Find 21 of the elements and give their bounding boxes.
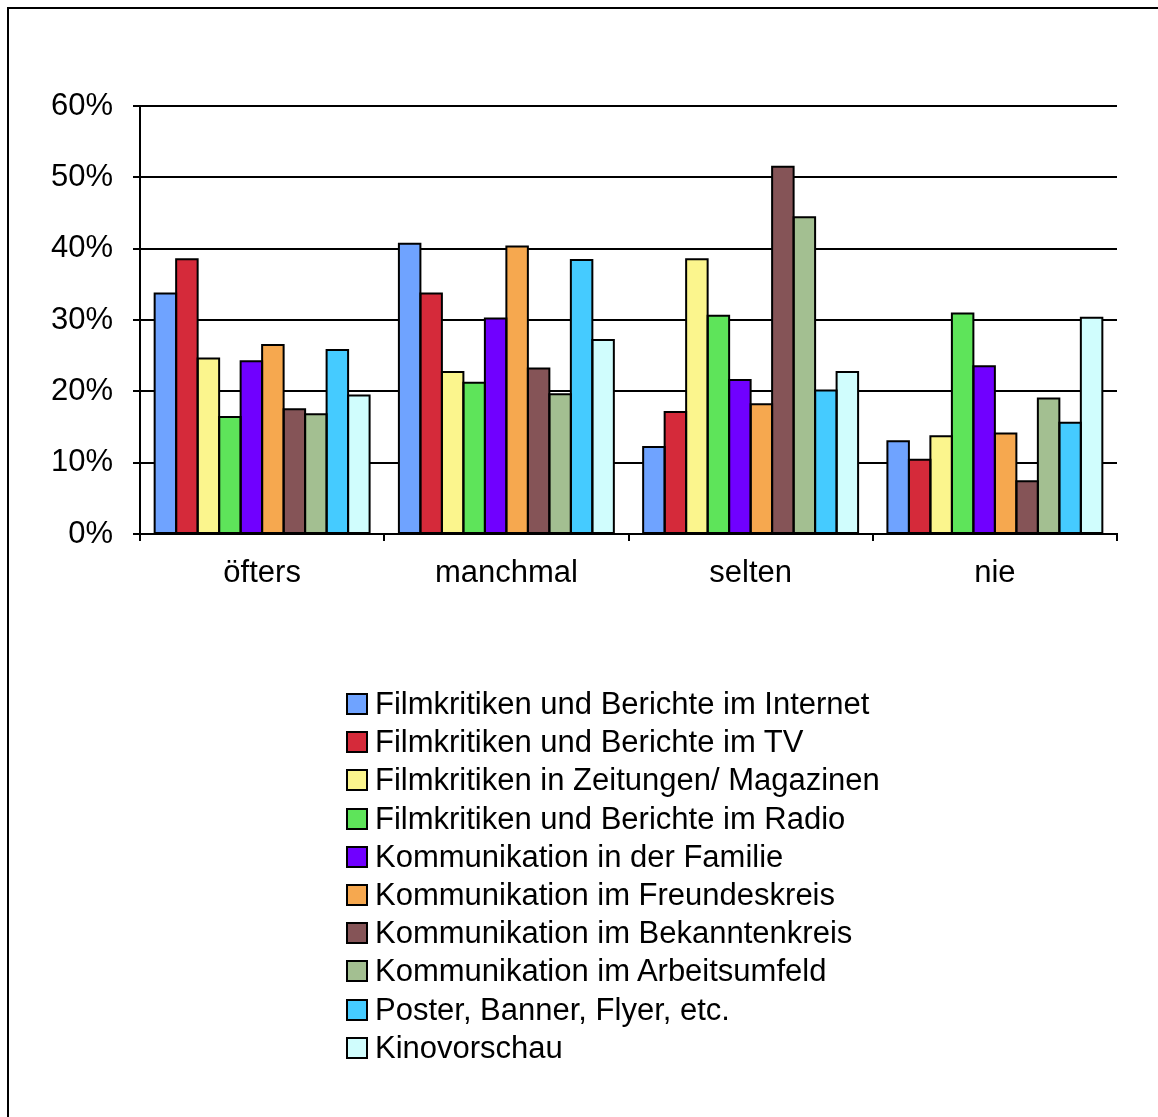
y-tick-label: 30% [50,300,113,336]
x-tick-label: öfters [223,554,301,590]
y-tick-label: 60% [50,86,113,122]
legend-label: Kommunikation im Arbeitsumfeld [375,953,827,990]
legend-label: Kommunikation im Bekanntenkreis [375,915,853,952]
legend-label: Kommunikation im Freundeskreis [375,877,836,914]
legend-label: Poster, Banner, Flyer, etc. [375,991,730,1028]
legend-label: Kommunikation in der Familie [375,838,784,875]
y-tick-label: 0% [68,514,113,550]
legend-label: Kinovorschau [375,1029,563,1066]
y-tick-label: 20% [50,371,113,407]
y-tick-label: 50% [50,157,113,193]
x-tick-label: selten [709,554,792,590]
y-tick-label: 40% [50,229,113,265]
x-tick-label: manchmal [434,554,578,590]
legend-label: Filmkritiken und Berichte im TV [375,724,804,761]
legend-label: Filmkritiken in Zeitungen/ Magazinen [375,762,880,799]
legend-label: Filmkritiken und Berichte im Internet [375,686,870,723]
x-tick-label: nie [974,554,1016,590]
y-tick-label: 10% [50,443,113,479]
legend-label: Filmkritiken und Berichte im Radio [375,800,846,837]
